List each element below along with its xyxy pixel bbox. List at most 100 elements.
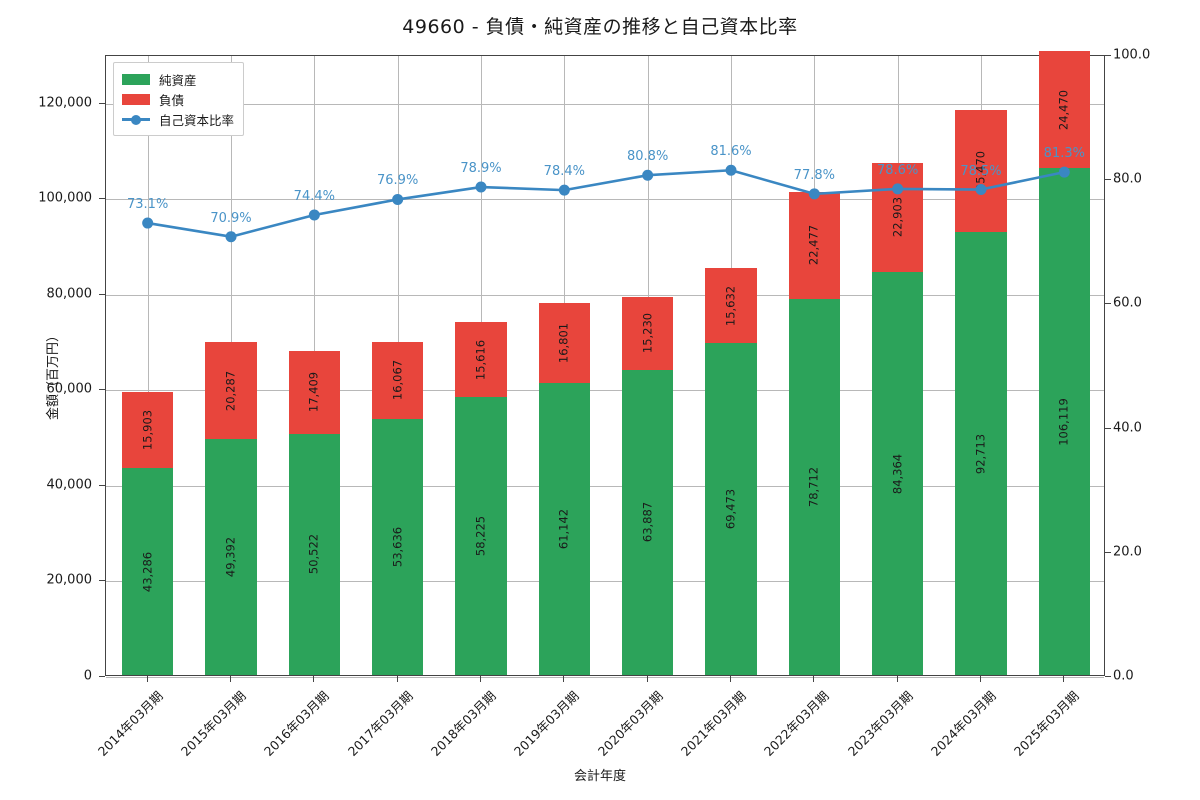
y-axis-tick-mark-left bbox=[99, 293, 105, 295]
y-axis-tick-left: 20,000 bbox=[46, 572, 93, 588]
x-axis-tick-label: 2018年03月期 bbox=[427, 688, 499, 759]
y-axis-tick-mark-right bbox=[1105, 55, 1111, 56]
x-axis-tick-mark bbox=[146, 676, 148, 682]
equity-ratio-value-label: 81.3% bbox=[1043, 146, 1085, 162]
y-axis-tick-left: 40,000 bbox=[46, 477, 93, 493]
bar-segment-liabilities[interactable]: 22,903 bbox=[871, 162, 924, 272]
bar-value-label-equity: 50,522 bbox=[306, 534, 321, 575]
y-axis-tick-mark-right bbox=[1105, 427, 1111, 429]
x-axis-tick-label: 2016年03月期 bbox=[261, 688, 333, 759]
bar-group[interactable]: 63,887 15,230 bbox=[621, 297, 674, 675]
y-axis-tick-right: 20.0 bbox=[1113, 544, 1142, 560]
bar-segment-equity[interactable]: 84,364 bbox=[871, 272, 924, 675]
bar-group[interactable]: 106,119 24,470 bbox=[1038, 51, 1091, 675]
bar-value-label-equity: 78,712 bbox=[806, 466, 821, 508]
equity-ratio-value-label: 80.8% bbox=[627, 149, 669, 165]
legend-swatch-liabilities bbox=[122, 93, 150, 105]
y-axis-tick-right: 60.0 bbox=[1113, 295, 1142, 311]
bar-segment-liabilities[interactable]: 17,409 bbox=[288, 350, 341, 434]
legend-swatch-equity bbox=[122, 73, 150, 85]
bar-value-label-equity: 49,392 bbox=[223, 536, 238, 578]
bar-value-label-equity: 63,887 bbox=[639, 502, 654, 543]
bar-segment-equity[interactable]: 58,225 bbox=[455, 396, 507, 675]
bar-segment-equity[interactable]: 92,713 bbox=[955, 232, 1007, 675]
gridline-horizontal bbox=[106, 677, 1104, 678]
bar-segment-equity[interactable]: 78,712 bbox=[788, 299, 841, 675]
bar-segment-liabilities[interactable]: 15,903 bbox=[121, 392, 174, 469]
y-axis-tick-mark-right bbox=[1105, 179, 1111, 181]
y-axis-tick-left: 120,000 bbox=[38, 95, 92, 111]
y-axis-tick-right: 80.0 bbox=[1113, 171, 1142, 187]
bar-segment-liabilities[interactable]: 16,801 bbox=[538, 302, 591, 383]
x-axis-tick-mark bbox=[1063, 676, 1065, 682]
y-axis-tick-mark-left bbox=[99, 484, 105, 486]
y-axis-tick-right: 0.0 bbox=[1113, 668, 1134, 684]
bar-value-label-equity: 58,225 bbox=[473, 515, 488, 557]
bar-value-label-liabilities: 24,470 bbox=[1056, 89, 1071, 130]
y-axis-tick-right: 40.0 bbox=[1113, 420, 1142, 436]
bar-value-label-liabilities: 22,903 bbox=[889, 197, 904, 238]
bar-group[interactable]: 43,286 15,903 bbox=[121, 392, 174, 675]
bar-segment-equity[interactable]: 61,142 bbox=[538, 382, 591, 675]
bar-value-label-liabilities: 16,067 bbox=[389, 360, 404, 401]
x-axis-tick-label: 2024年03月期 bbox=[927, 688, 999, 759]
bar-segment-equity[interactable]: 49,392 bbox=[205, 439, 257, 675]
bar-segment-equity[interactable]: 43,286 bbox=[121, 468, 174, 675]
x-axis-tick-mark bbox=[396, 676, 398, 682]
bar-group[interactable]: 53,636 16,067 bbox=[371, 342, 424, 675]
bar-group[interactable]: 49,392 20,287 bbox=[205, 342, 257, 675]
equity-ratio-value-label: 78.5% bbox=[960, 163, 1002, 179]
x-axis-label: 会計年度 bbox=[573, 769, 626, 784]
gridline-horizontal bbox=[106, 294, 1104, 296]
gridline-vertical bbox=[147, 56, 149, 675]
bar-group[interactable]: 69,473 15,632 bbox=[705, 268, 757, 675]
legend-label-equity-ratio: 自己資本比率 bbox=[159, 112, 235, 128]
x-axis-tick-mark bbox=[230, 676, 231, 682]
bar-value-label-liabilities: 16,801 bbox=[556, 322, 571, 363]
x-axis-tick-label: 2025年03月期 bbox=[1011, 688, 1083, 759]
legend-label-liabilities: 負債 bbox=[159, 92, 185, 108]
y-axis-tick-mark-left bbox=[99, 580, 105, 582]
bar-segment-liabilities[interactable]: 15,230 bbox=[621, 297, 674, 370]
equity-ratio-value-label: 73.1% bbox=[127, 197, 169, 213]
x-axis-tick-mark bbox=[730, 676, 731, 682]
y-axis-tick-left: 80,000 bbox=[46, 286, 93, 302]
equity-ratio-value-label: 74.4% bbox=[293, 188, 335, 204]
bar-segment-liabilities[interactable]: 15,616 bbox=[455, 322, 507, 397]
bar-segment-equity[interactable]: 63,887 bbox=[621, 369, 674, 675]
bar-segment-equity[interactable]: 69,473 bbox=[705, 343, 757, 675]
bar-segment-liabilities[interactable]: 20,287 bbox=[205, 342, 257, 440]
y-axis-tick-mark-left bbox=[99, 389, 105, 391]
y-axis-tick-left: 60,000 bbox=[46, 381, 93, 397]
bar-group[interactable]: 92,713 25,470 bbox=[955, 110, 1007, 675]
x-axis-tick-mark bbox=[563, 676, 565, 682]
bar-value-label-equity: 106,119 bbox=[1056, 397, 1071, 446]
bar-segment-equity[interactable]: 50,522 bbox=[288, 433, 341, 675]
equity-ratio-value-label: 70.9% bbox=[210, 210, 252, 226]
bar-segment-liabilities[interactable]: 22,477 bbox=[788, 191, 841, 299]
x-axis-tick-label: 2014年03月期 bbox=[94, 688, 166, 759]
bar-group[interactable]: 78,712 22,477 bbox=[788, 191, 841, 675]
bar-group[interactable]: 61,142 16,801 bbox=[538, 302, 591, 675]
x-axis-tick-label: 2015年03月期 bbox=[177, 688, 249, 759]
bar-segment-liabilities[interactable]: 16,067 bbox=[371, 342, 424, 419]
equity-ratio-value-label: 77.8% bbox=[793, 167, 835, 183]
bar-segment-equity[interactable]: 106,119 bbox=[1038, 168, 1091, 675]
legend-item-liabilities: 負債 bbox=[122, 89, 234, 109]
bar-value-label-liabilities: 22,477 bbox=[806, 225, 821, 266]
bar-value-label-liabilities: 15,616 bbox=[473, 339, 488, 380]
gridline-horizontal bbox=[106, 581, 1104, 583]
equity-ratio-value-label: 76.9% bbox=[377, 173, 419, 189]
bar-group[interactable]: 84,364 22,903 bbox=[871, 162, 924, 675]
bar-segment-liabilities[interactable]: 24,470 bbox=[1038, 51, 1091, 169]
gridline-horizontal bbox=[106, 103, 1104, 105]
bar-segment-equity[interactable]: 53,636 bbox=[371, 418, 424, 675]
bar-group[interactable]: 58,225 15,616 bbox=[455, 322, 507, 675]
equity-ratio-value-label: 78.9% bbox=[460, 161, 502, 177]
gridline-horizontal bbox=[106, 485, 1104, 487]
chart-legend: 純資産 負債 自己資本比率 bbox=[113, 62, 245, 136]
bar-segment-liabilities[interactable]: 15,632 bbox=[705, 268, 757, 344]
bar-value-label-liabilities: 20,287 bbox=[223, 370, 238, 411]
y-axis-tick-left: 0 bbox=[83, 668, 92, 684]
bar-group[interactable]: 50,522 17,409 bbox=[288, 350, 341, 675]
